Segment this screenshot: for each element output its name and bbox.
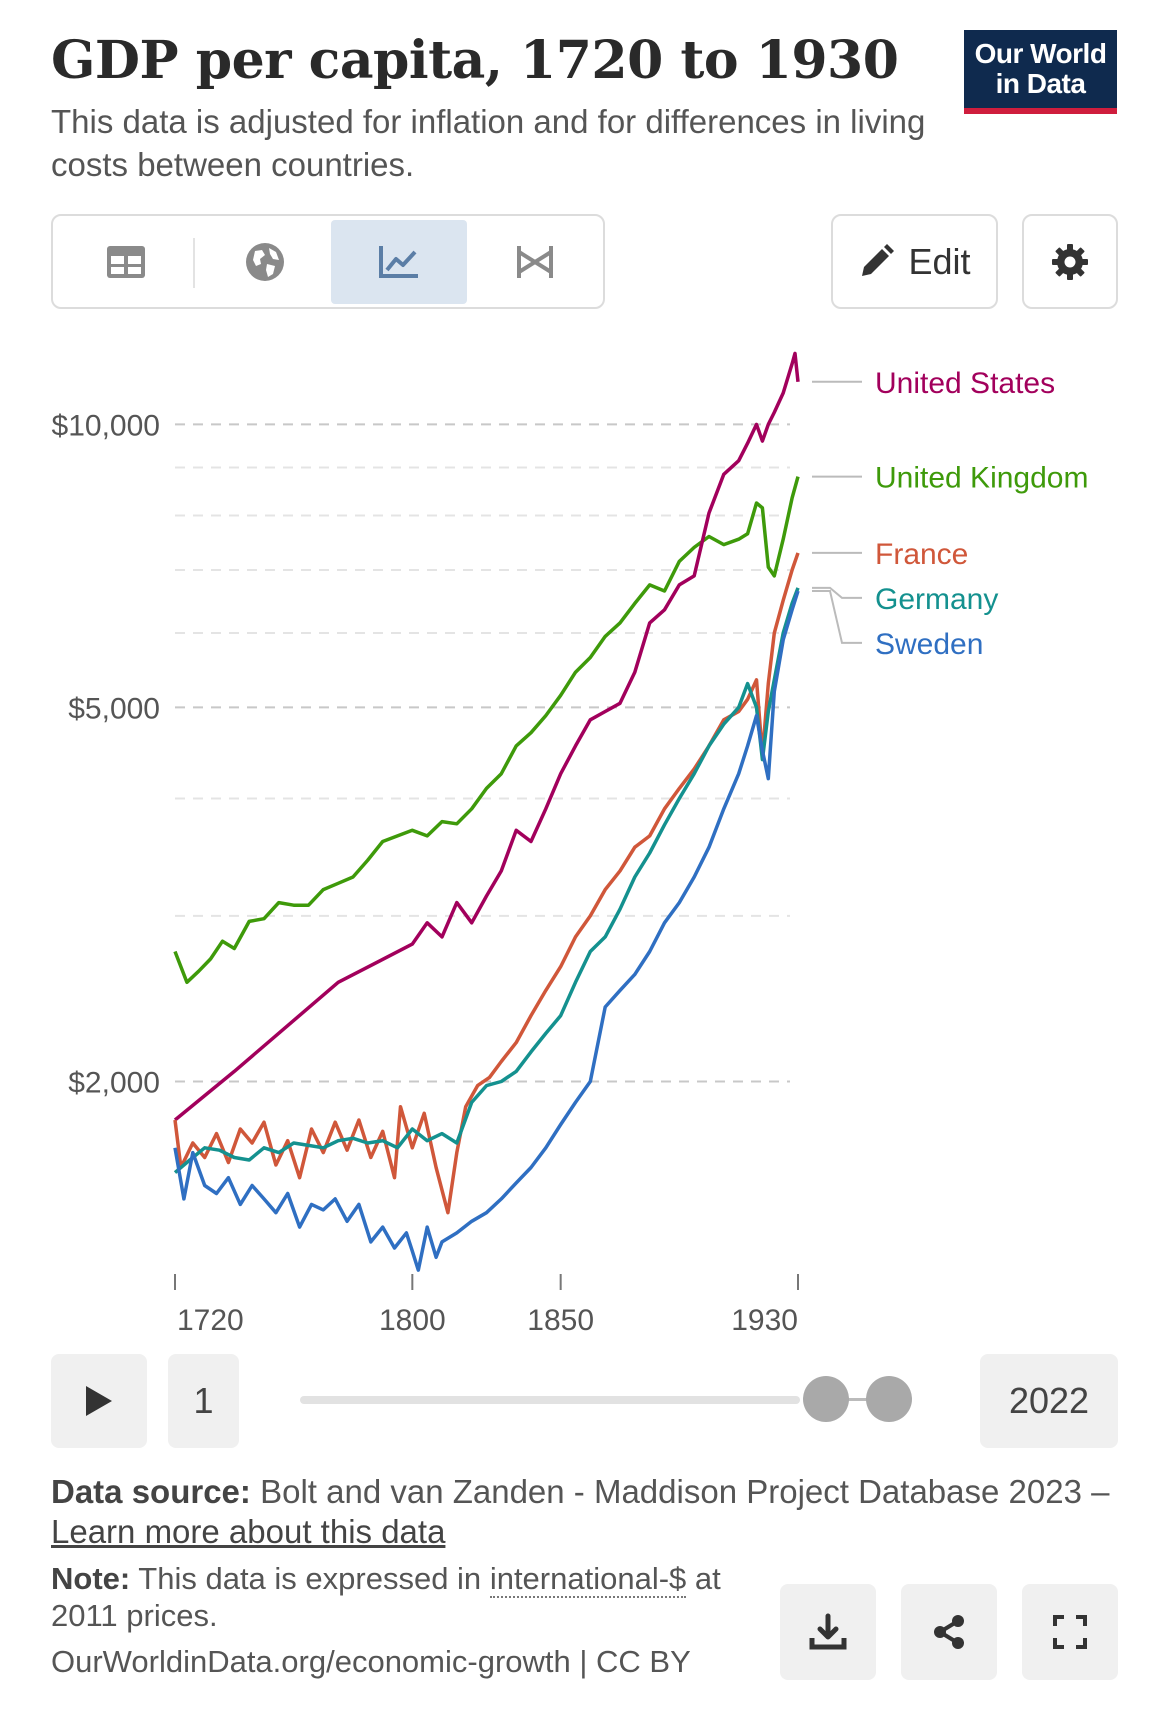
source-url[interactable]: OurWorldinData.org/economic-growth | CC … bbox=[51, 1644, 691, 1679]
y-tick-label: $2,000 bbox=[68, 1066, 160, 1099]
note-label: Note: bbox=[51, 1561, 131, 1596]
x-tick-label: 1850 bbox=[527, 1304, 594, 1337]
series-line-sweden[interactable] bbox=[173, 590, 800, 1272]
fullscreen-button[interactable] bbox=[1022, 1584, 1118, 1680]
globe-icon bbox=[246, 243, 284, 281]
view-tabs bbox=[51, 214, 605, 309]
legend-label[interactable]: France bbox=[875, 538, 968, 571]
tab-map[interactable] bbox=[197, 220, 333, 304]
chart-subtitle: This data is adjusted for inflation and … bbox=[51, 103, 926, 183]
pencil-icon bbox=[862, 243, 895, 276]
series-line-united-kingdom[interactable] bbox=[173, 476, 800, 985]
series-line-france[interactable] bbox=[173, 552, 800, 1215]
international-dollar-link[interactable]: international-$ bbox=[489, 1561, 687, 1598]
timeline-selected-range bbox=[826, 1398, 890, 1401]
chart-title: GDP per capita, 1720 to 1930 bbox=[51, 30, 899, 91]
play-icon bbox=[86, 1386, 112, 1416]
timeline-end-label[interactable]: 2022 bbox=[980, 1354, 1118, 1448]
share-button[interactable] bbox=[901, 1584, 997, 1680]
legend-label[interactable]: Sweden bbox=[875, 628, 983, 661]
data-source: Data source: Bolt and van Zanden - Maddi… bbox=[51, 1472, 1111, 1552]
settings-button[interactable] bbox=[1022, 214, 1118, 309]
x-tick-label: 1720 bbox=[177, 1304, 244, 1337]
legend-connector bbox=[812, 590, 862, 644]
learn-more-link[interactable]: Learn more about this data bbox=[51, 1513, 446, 1550]
download-icon bbox=[809, 1613, 847, 1650]
play-button[interactable] bbox=[51, 1354, 147, 1448]
y-tick-label: $10,000 bbox=[52, 409, 160, 442]
timeline-end-handle[interactable] bbox=[866, 1376, 912, 1422]
slope-chart-icon bbox=[517, 246, 553, 278]
data-note: Note: This data is expressed in internat… bbox=[51, 1560, 771, 1634]
note-tail: at 2011 prices. bbox=[51, 1561, 721, 1633]
timeline-start-handle[interactable] bbox=[803, 1376, 849, 1422]
series-line-germany[interactable] bbox=[173, 587, 800, 1174]
logo-line-2: in Data bbox=[995, 68, 1086, 99]
source-label: Data source: bbox=[51, 1473, 251, 1510]
tab-separator bbox=[193, 238, 195, 288]
legend-label[interactable]: United Kingdom bbox=[875, 462, 1088, 495]
logo-line-1: Our World bbox=[974, 38, 1107, 69]
tab-slope-chart[interactable] bbox=[467, 220, 603, 304]
owid-logo[interactable]: Our World in Data bbox=[964, 30, 1117, 114]
timeline-start-label[interactable]: 1 bbox=[168, 1354, 239, 1448]
x-tick-label: 1930 bbox=[731, 1304, 798, 1337]
y-tick-label: $5,000 bbox=[68, 692, 160, 725]
legend-connector bbox=[812, 586, 862, 599]
legend-label[interactable]: Germany bbox=[875, 583, 998, 616]
edit-label: Edit bbox=[908, 240, 971, 282]
fullscreen-icon bbox=[1053, 1615, 1087, 1649]
series-line-united-states[interactable] bbox=[173, 351, 800, 1122]
line-chart: $2,000 $5,000 $10,000 1720 1800 1850 1930 Uni… bbox=[52, 351, 1088, 1337]
tab-line-chart[interactable] bbox=[331, 220, 467, 304]
source-text: Bolt and van Zanden - Maddison Project D… bbox=[260, 1473, 1110, 1510]
share-icon bbox=[934, 1615, 964, 1649]
timeline-track[interactable] bbox=[300, 1396, 800, 1404]
note-text: This data is expressed in bbox=[138, 1561, 482, 1596]
edit-button[interactable]: Edit bbox=[831, 214, 998, 309]
line-chart-icon bbox=[379, 246, 418, 278]
gear-icon bbox=[1052, 243, 1088, 280]
legend-label[interactable]: United States bbox=[875, 367, 1055, 400]
table-icon bbox=[107, 246, 145, 278]
tab-table[interactable] bbox=[58, 220, 194, 304]
x-tick-label: 1800 bbox=[379, 1304, 446, 1337]
download-button[interactable] bbox=[780, 1584, 876, 1680]
